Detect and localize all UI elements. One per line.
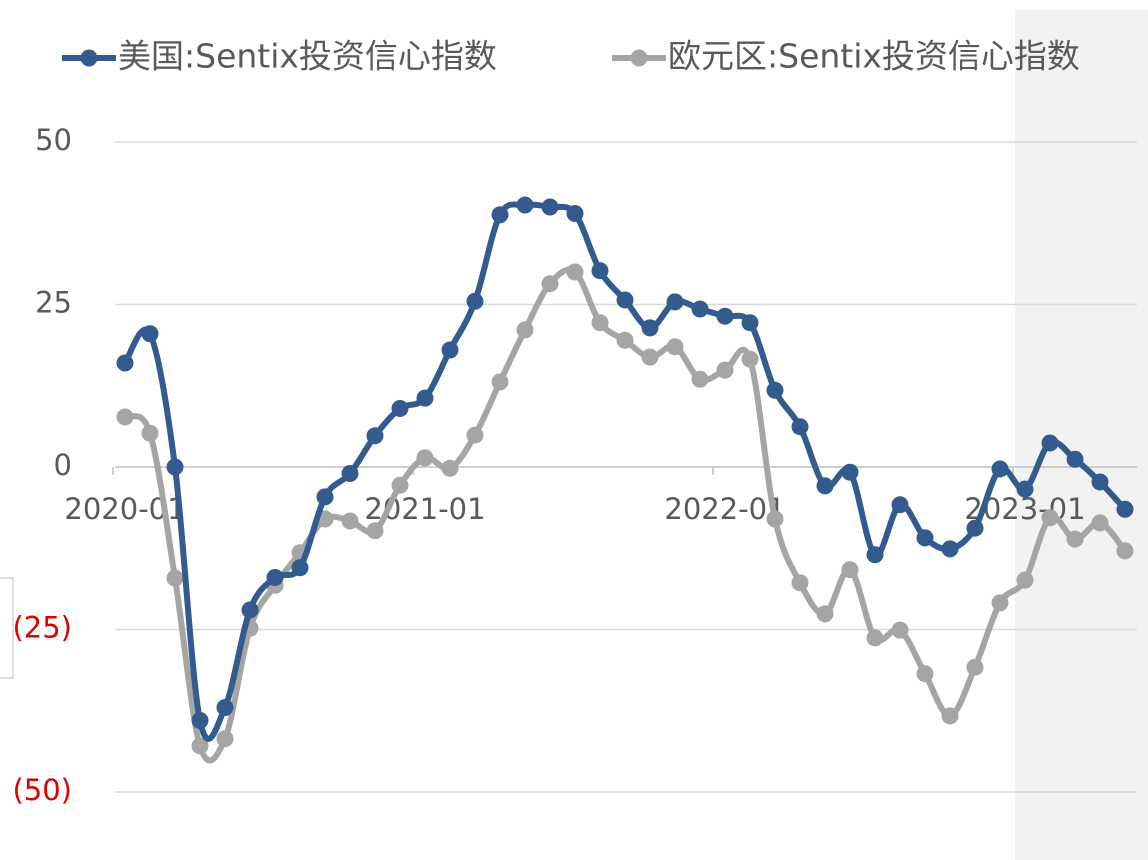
series-marker: [1066, 450, 1084, 468]
series-marker: [541, 275, 559, 293]
series-marker: [616, 331, 634, 349]
y-tick-label: (25): [12, 611, 72, 645]
series-marker: [891, 496, 909, 514]
series-marker: [916, 665, 934, 683]
series-marker: [816, 605, 834, 623]
series-marker: [1091, 514, 1109, 532]
series-marker: [1041, 509, 1059, 527]
x-tick-label: 2022-01: [664, 492, 785, 526]
series-marker: [516, 196, 534, 214]
series-marker: [716, 361, 734, 379]
series-marker: [141, 424, 159, 442]
series-marker: [816, 477, 834, 495]
series-marker: [216, 730, 234, 748]
series-marker: [166, 458, 184, 476]
series-marker: [416, 389, 434, 407]
series-marker: [441, 341, 459, 359]
series-marker: [341, 512, 359, 530]
series-marker: [1016, 571, 1034, 589]
series-marker: [616, 291, 634, 309]
series-marker: [1041, 434, 1059, 452]
series-marker: [391, 476, 409, 494]
series-marker: [866, 629, 884, 647]
series-marker: [291, 559, 309, 577]
series-marker: [566, 263, 584, 281]
series-marker: [841, 561, 859, 579]
series-marker: [1091, 473, 1109, 491]
series-marker: [716, 307, 734, 325]
legend-label: 美国:Sentix投资信心指数: [118, 37, 497, 76]
series-marker: [416, 449, 434, 467]
y-tick-label: (50): [12, 773, 72, 807]
series-marker: [991, 460, 1009, 478]
series-marker: [791, 574, 809, 592]
series-marker: [491, 206, 509, 224]
legend-label: 欧元区:Sentix投资信心指数: [668, 37, 1080, 76]
series-marker: [366, 522, 384, 540]
series-marker: [766, 510, 784, 528]
series-marker: [341, 465, 359, 482]
series-marker: [891, 621, 909, 639]
series-marker: [641, 319, 659, 337]
series-marker: [116, 354, 134, 372]
series-marker: [916, 529, 934, 547]
series-marker: [941, 707, 959, 725]
series-marker: [191, 737, 209, 755]
series-marker: [591, 262, 609, 280]
series-marker: [666, 293, 684, 311]
legend-marker: [80, 49, 98, 67]
series-marker: [966, 519, 984, 537]
series-marker: [441, 459, 459, 477]
series-marker: [591, 314, 609, 332]
series-marker: [116, 408, 134, 426]
series-marker: [316, 488, 334, 506]
series-marker: [1116, 542, 1134, 560]
series-marker: [1016, 480, 1034, 498]
series-marker: [766, 381, 784, 399]
series-marker: [741, 314, 759, 332]
series-marker: [966, 658, 984, 676]
series-marker: [666, 338, 684, 356]
series-marker: [191, 712, 209, 729]
legend-marker: [630, 49, 648, 67]
series-marker: [841, 463, 859, 481]
shaded-region: [1015, 10, 1148, 860]
series-marker: [366, 427, 384, 445]
series-marker: [691, 370, 709, 388]
series-marker: [941, 540, 959, 558]
series-marker: [541, 198, 559, 216]
frame-fragment: [0, 577, 14, 679]
series-marker: [566, 205, 584, 222]
y-tick-label: 50: [35, 123, 72, 157]
series-marker: [141, 325, 159, 343]
series-marker: [866, 546, 884, 564]
y-tick-label: 0: [54, 448, 72, 482]
series-marker: [641, 348, 659, 366]
series-marker: [1116, 500, 1134, 518]
series-marker: [466, 292, 484, 310]
series-marker: [691, 300, 709, 318]
series-marker: [391, 400, 409, 417]
series-marker: [1066, 530, 1084, 548]
series-marker: [266, 569, 284, 586]
y-tick-label: 25: [35, 286, 72, 320]
series-marker: [516, 321, 534, 339]
series-marker: [466, 426, 484, 444]
series-marker: [741, 350, 759, 368]
series-marker: [791, 418, 809, 436]
series-marker: [216, 699, 234, 716]
series-marker: [991, 594, 1009, 612]
series-marker: [491, 373, 509, 391]
series-marker: [241, 601, 259, 619]
series-marker: [166, 569, 184, 587]
